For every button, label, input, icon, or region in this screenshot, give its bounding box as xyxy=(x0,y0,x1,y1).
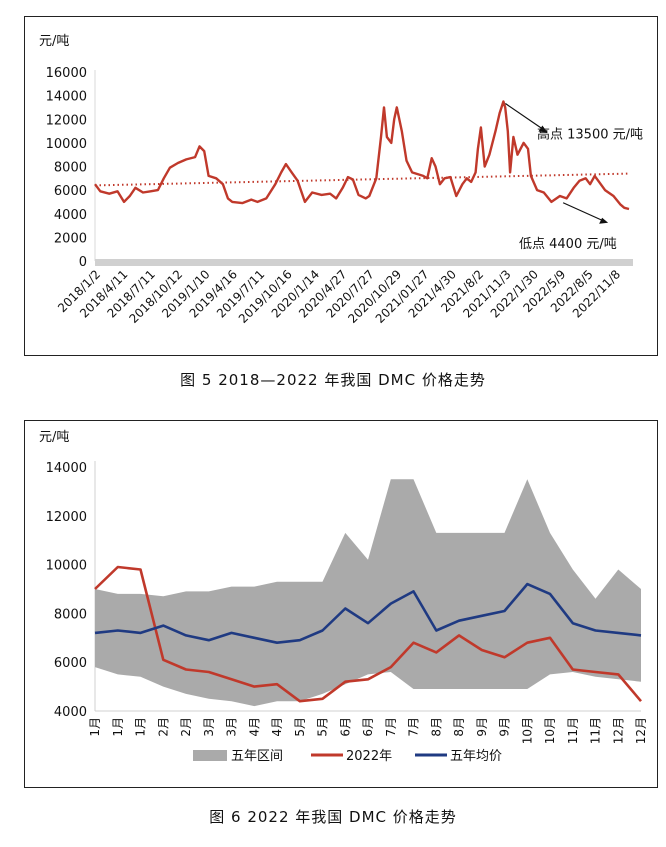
y-tick-label: 4000 xyxy=(54,208,87,223)
y-tick-label: 10000 xyxy=(46,559,87,574)
legend-range-swatch xyxy=(193,750,227,761)
price-chart-2018-2022: 元/吨 16000 14000 12000 10000 8000 6000 4000 2000 0… xyxy=(39,34,643,326)
y-tick-label: 12000 xyxy=(46,510,87,525)
x-tick-label: 10月 xyxy=(543,717,557,744)
legend-average-label: 五年均价 xyxy=(450,749,502,764)
x-tick-label: 1月 xyxy=(88,717,102,737)
y-tick-label: 2000 xyxy=(54,231,87,246)
x-tick-label: 3月 xyxy=(225,717,239,737)
legend-2022-label: 2022年 xyxy=(346,749,392,764)
series-2022-line xyxy=(94,565,642,703)
y-tick-label: 14000 xyxy=(46,461,87,476)
x-tick-label: 6月 xyxy=(338,717,352,737)
x-tick-label: 1月 xyxy=(134,717,148,737)
x-tick-label: 8月 xyxy=(452,717,466,737)
five-year-range-band xyxy=(95,479,641,707)
trend-line xyxy=(94,172,630,187)
x-tick-label: 4月 xyxy=(270,717,284,737)
y-tick-label: 12000 xyxy=(46,113,87,128)
x-tick-label: 7月 xyxy=(407,717,421,737)
x-tick-label: 5月 xyxy=(316,717,330,737)
chart-panel-price-2022: 元/吨 14000 12000 10000 8000 6000 4000 1月 1月 1月 2月 2月… xyxy=(24,420,658,788)
y-tick-label: 6000 xyxy=(54,184,87,199)
y-tick-label: 0 xyxy=(79,255,87,270)
price-series-line xyxy=(94,100,630,211)
x-tick-label: 7月 xyxy=(384,717,398,737)
x-tick-label: 9月 xyxy=(475,717,489,737)
y-tick-label: 10000 xyxy=(46,137,87,152)
x-tick-label: 12月 xyxy=(611,717,625,744)
y-tick-label: 16000 xyxy=(46,66,87,81)
x-tick-label: 2月 xyxy=(179,717,193,737)
x-tick-label: 12月 xyxy=(634,717,648,744)
low-arrow-head xyxy=(599,217,609,224)
y-tick-label: 6000 xyxy=(54,656,87,671)
chart-panel-price-2018-2022: 元/吨 16000 14000 12000 10000 8000 6000 4000 2000 0… xyxy=(24,16,658,356)
y-unit-label: 元/吨 xyxy=(39,430,69,445)
x-tick-label: 6月 xyxy=(361,717,375,737)
y-tick-label: 14000 xyxy=(46,90,87,105)
x-tick-label: 9月 xyxy=(498,717,512,737)
y-tick-label: 8000 xyxy=(54,607,87,622)
y-unit-label: 元/吨 xyxy=(39,34,69,49)
x-axis-band xyxy=(95,259,633,266)
x-tick-label: 11月 xyxy=(566,717,580,744)
low-annotation: 低点 4400 元/吨 xyxy=(519,237,617,252)
x-tick-label: 1月 xyxy=(111,717,125,737)
y-tick-label: 8000 xyxy=(54,161,87,176)
x-tick-label: 5月 xyxy=(293,717,307,737)
high-arrow-line xyxy=(505,103,544,131)
x-tick-label: 2月 xyxy=(156,717,170,737)
y-tick-label: 4000 xyxy=(54,705,87,720)
high-arrow-head xyxy=(538,125,548,133)
x-tick-label: 8月 xyxy=(429,717,443,737)
figure-6-caption: 图 6 2022 年我国 DMC 价格走势 xyxy=(209,808,457,826)
x-tick-label: 11月 xyxy=(589,717,603,744)
figure-5-caption: 图 5 2018—2022 年我国 DMC 价格走势 xyxy=(180,371,486,389)
high-annotation: 高点 13500 元/吨 xyxy=(537,127,643,143)
x-tick-label: 3月 xyxy=(202,717,216,737)
five-year-average-line xyxy=(94,582,642,644)
legend-range-label: 五年区间 xyxy=(231,749,283,764)
x-tick-label: 10月 xyxy=(520,717,534,744)
x-tick-label: 4月 xyxy=(247,717,261,737)
low-arrow-line xyxy=(562,202,604,222)
